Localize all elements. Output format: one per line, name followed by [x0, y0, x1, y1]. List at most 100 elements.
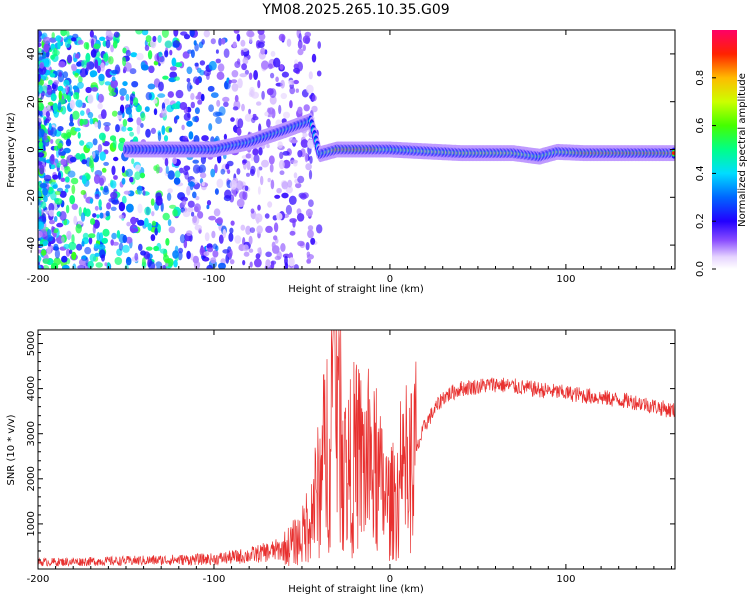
noise-cell [206, 200, 212, 206]
noise-cell [61, 255, 68, 263]
noise-cell [96, 231, 101, 242]
noise-cell [38, 255, 42, 262]
noise-cell [99, 151, 106, 161]
noise-cell [79, 140, 85, 146]
noise-cell [213, 208, 221, 217]
noise-cell [57, 126, 64, 132]
noise-cell [240, 39, 246, 47]
noise-cell [123, 190, 131, 195]
ytick-label: 1000 [26, 511, 37, 536]
noise-cell [42, 265, 50, 269]
noise-cell [278, 104, 282, 115]
noise-cell [256, 167, 260, 178]
noise-cell [59, 211, 67, 221]
ytick-label: 4000 [26, 376, 37, 401]
noise-cell [61, 88, 67, 94]
noise-cell [172, 40, 180, 48]
noise-cell [142, 190, 146, 196]
noise-cell [147, 83, 156, 90]
noise-cell [95, 262, 103, 268]
noise-cell [104, 125, 110, 132]
noise-cell [178, 167, 184, 174]
noise-cell [101, 167, 107, 173]
noise-cell [223, 48, 230, 58]
noise-cell [289, 100, 293, 109]
noise-cell [199, 172, 207, 179]
noise-cell [218, 37, 223, 46]
noise-cell [190, 49, 195, 58]
noise-cell [58, 149, 62, 156]
noise-cell [270, 260, 275, 269]
noise-cell [270, 50, 276, 57]
colorbar: 0.0 0.2 0.4 0.6 0.8 Normalized spectral ampl… [695, 30, 748, 277]
noise-cell [134, 252, 139, 261]
noise-cell [257, 247, 261, 253]
noise-cell [186, 78, 191, 83]
noise-cell [43, 132, 48, 141]
noise-cell [237, 118, 244, 129]
noise-cell [267, 177, 271, 183]
noise-cell [94, 59, 99, 69]
noise-cell [290, 159, 298, 164]
noise-cell [90, 218, 96, 225]
noise-cell [77, 132, 81, 139]
noise-cell [38, 190, 42, 198]
noise-cell [273, 222, 279, 233]
noise-cell [130, 228, 139, 233]
noise-cell [115, 124, 120, 133]
noise-cell [55, 35, 62, 42]
noise-cell [192, 116, 198, 122]
colorbar-tick-label: 0.0 [695, 261, 706, 277]
noise-cell [77, 39, 84, 45]
noise-cell [94, 252, 100, 257]
noise-cell [151, 220, 156, 227]
noise-cell [104, 81, 112, 86]
noise-cell [126, 221, 131, 227]
noise-cell [230, 79, 238, 84]
noise-cell [41, 213, 47, 222]
noise-cell [204, 232, 210, 242]
noise-cell [48, 79, 53, 86]
noise-cell [100, 62, 105, 72]
noise-cell [89, 253, 97, 262]
noise-cell [69, 249, 73, 255]
noise-cell [137, 185, 143, 195]
noise-cell [88, 233, 96, 239]
noise-cell [285, 204, 292, 215]
noise-cell [216, 99, 221, 107]
noise-cell [248, 72, 253, 80]
noise-cell [224, 189, 232, 199]
noise-cell [125, 168, 133, 177]
noise-cell [234, 94, 239, 103]
noise-cell [210, 257, 217, 264]
noise-cell [197, 99, 203, 105]
noise-cell [267, 201, 273, 208]
noise-cell [246, 30, 255, 38]
noise-cell [150, 234, 156, 242]
colorbar-gradient [712, 30, 737, 269]
noise-cell [57, 142, 63, 149]
noise-cell [125, 49, 131, 57]
noise-cell [77, 81, 84, 89]
noise-cell [80, 190, 87, 195]
noise-cell [214, 164, 218, 174]
noise-cell [173, 177, 181, 185]
noise-cell [136, 117, 142, 126]
noise-cell [208, 60, 217, 71]
noise-cell [52, 102, 58, 112]
noise-cell [110, 180, 117, 189]
noise-cell [90, 49, 97, 58]
noise-cell [155, 164, 160, 174]
noise-cell [280, 92, 287, 100]
noise-cell [101, 254, 105, 262]
noise-cell [288, 195, 297, 205]
noise-cell [164, 258, 171, 264]
noise-cell [232, 41, 237, 48]
noise-cell [68, 84, 73, 92]
noise-cell [163, 98, 170, 106]
noise-cell [124, 62, 132, 72]
noise-cell [306, 84, 314, 94]
noise-cell [71, 203, 79, 210]
noise-cell [103, 122, 111, 127]
noise-cell [236, 127, 242, 136]
